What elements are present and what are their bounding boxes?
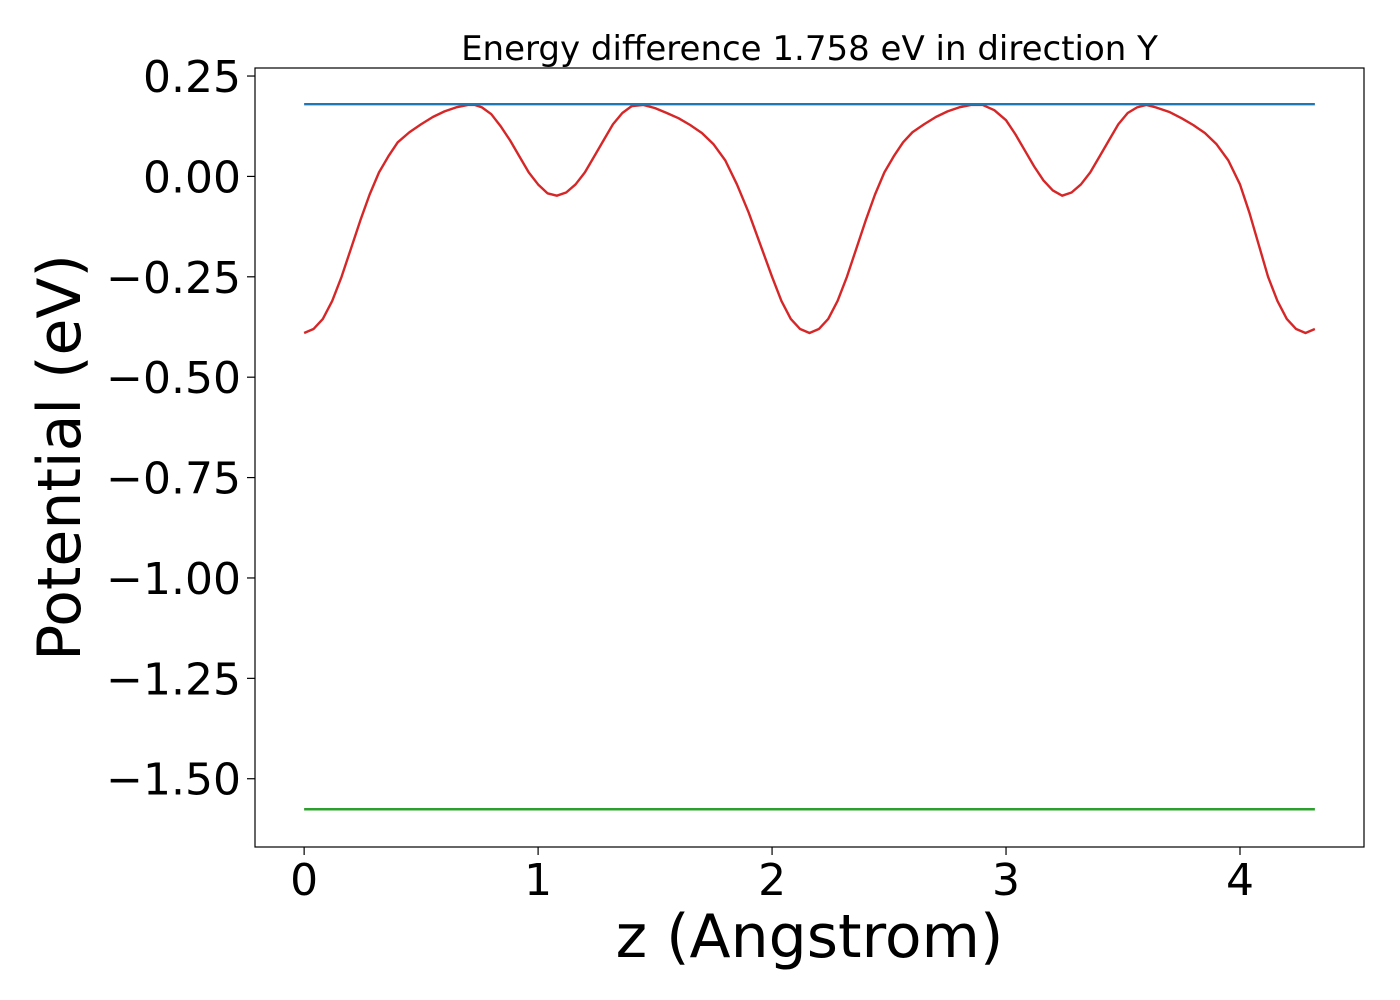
x-tick-label: 1 <box>524 855 552 906</box>
chart-title: Energy difference 1.758 eV in direction … <box>461 29 1158 69</box>
y-tick-label: −1.25 <box>106 654 241 705</box>
y-axis-title: Potential (eV) <box>25 254 95 661</box>
x-axis-title: z (Angstrom) <box>616 902 1004 972</box>
y-tick-label: −1.00 <box>106 554 241 605</box>
y-tick-label: −0.25 <box>106 253 241 304</box>
x-tick-label: 3 <box>992 855 1020 906</box>
y-tick-label: −0.75 <box>106 454 241 505</box>
plot-area-frame <box>254 67 1365 848</box>
y-tick-label: −1.50 <box>106 755 241 806</box>
x-tick-label: 0 <box>290 855 318 906</box>
x-tick-label: 2 <box>758 855 786 906</box>
series-layer <box>303 102 1316 811</box>
x-axis-ticks: 0 1 2 3 4 <box>290 847 1254 906</box>
x-tick-label: 4 <box>1226 855 1254 906</box>
potential-curve-line <box>303 103 1316 335</box>
y-tick-label: 0.25 <box>143 52 241 103</box>
y-tick-label: 0.00 <box>143 152 241 203</box>
y-axis-ticks: 0.25 0.00 −0.25 −0.50 −0.75 −1.00 −1.25 −1.50 <box>106 52 255 806</box>
y-tick-label: −0.50 <box>106 353 241 404</box>
